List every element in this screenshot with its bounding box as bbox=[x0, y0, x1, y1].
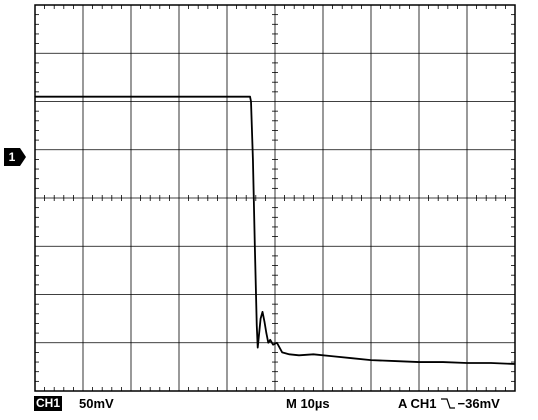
trace-point bbox=[257, 346, 259, 349]
falling-edge-icon bbox=[440, 398, 455, 409]
timebase-readout: M 10µs bbox=[286, 396, 330, 411]
trace-layer bbox=[34, 95, 516, 365]
trace-point bbox=[249, 96, 251, 98]
channel-scale: 50mV bbox=[79, 396, 114, 411]
trace-point bbox=[312, 353, 314, 355]
channel-badge: CH1 bbox=[34, 396, 63, 411]
channel-1-ground-marker: 1 bbox=[4, 148, 26, 166]
trace-point bbox=[260, 318, 262, 320]
trace-point bbox=[442, 361, 444, 363]
trace-point bbox=[351, 357, 353, 359]
trace-point bbox=[256, 324, 258, 326]
trace-point bbox=[252, 158, 254, 160]
trace-point bbox=[466, 362, 468, 364]
trace-point bbox=[250, 100, 252, 103]
trace-point bbox=[34, 96, 36, 98]
trigger-source: A CH1 bbox=[398, 396, 437, 411]
trace-point bbox=[254, 245, 256, 247]
trace-point bbox=[269, 339, 271, 341]
trace-point bbox=[281, 351, 283, 353]
trace-point bbox=[298, 354, 300, 356]
trace-point bbox=[263, 320, 266, 323]
graticule bbox=[34, 4, 516, 392]
trace-point bbox=[258, 337, 260, 339]
trace-point bbox=[276, 342, 278, 344]
trace-point bbox=[394, 360, 396, 362]
trace-point bbox=[370, 359, 372, 361]
trace-point bbox=[272, 344, 274, 346]
trace-point bbox=[288, 353, 290, 355]
trace-point bbox=[261, 311, 264, 313]
trigger-level: −36mV bbox=[457, 396, 500, 411]
trace-point bbox=[490, 362, 492, 364]
ground-marker-label: 1 bbox=[9, 150, 16, 164]
trace-point bbox=[418, 361, 420, 363]
trace-point bbox=[267, 342, 269, 344]
trace-point bbox=[332, 355, 334, 357]
trace-point bbox=[514, 363, 516, 365]
trigger-readout: A CH1 −36mV bbox=[398, 396, 500, 411]
trace-point bbox=[265, 332, 267, 334]
